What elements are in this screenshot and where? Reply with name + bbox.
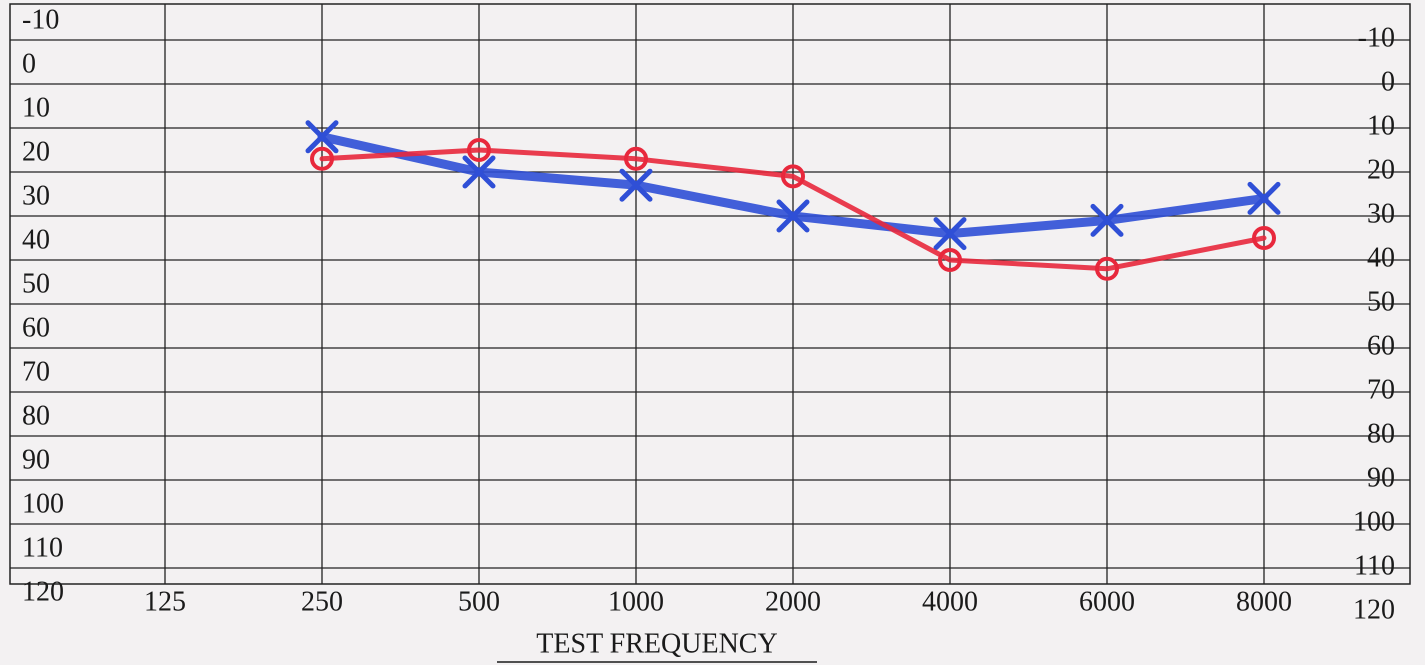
x-tick-label: 2000	[765, 586, 821, 617]
x-tick-label: 500	[458, 586, 500, 617]
o-marker	[624, 146, 648, 171]
x-axis-label: TEST FREQUENCY	[536, 628, 777, 659]
o-marker	[467, 138, 491, 162]
y-tick-label-right: -10	[1358, 22, 1395, 53]
x-marker	[462, 155, 496, 189]
o-marker	[781, 164, 805, 189]
y-tick-label-left: 110	[22, 532, 63, 563]
y-tick-label-left: 20	[22, 136, 50, 167]
y-tick-label-left: 100	[22, 488, 64, 519]
o-marker	[310, 146, 334, 171]
x-marker	[1247, 181, 1281, 215]
x-tick-label: 250	[301, 586, 343, 617]
x-marker	[1090, 203, 1124, 237]
x-tick-label: 6000	[1079, 586, 1135, 617]
y-tick-label-left: 50	[22, 268, 50, 299]
y-tick-label-left: 0	[22, 48, 36, 79]
y-tick-label-right: 20	[1367, 154, 1395, 185]
y-tick-label-right: 90	[1367, 462, 1395, 493]
x-marker	[619, 168, 653, 202]
x-marker	[776, 199, 810, 233]
o-marker	[938, 248, 962, 272]
y-tick-label-left: 60	[22, 312, 50, 343]
plot-frame	[9, 3, 1411, 585]
x-tick-label: 125	[144, 586, 186, 617]
o-marker	[1252, 226, 1276, 250]
y-tick-label-left: 70	[22, 356, 50, 387]
y-tick-label-right: 100	[1353, 506, 1395, 537]
x-marker	[305, 120, 339, 154]
y-tick-label-left: 90	[22, 444, 50, 475]
x-marker	[933, 217, 967, 251]
series-line	[319, 147, 1267, 272]
y-tick-label-right: 0	[1381, 66, 1395, 97]
y-tick-label-right: 30	[1367, 198, 1395, 229]
o-marker	[1095, 256, 1119, 281]
y-tick-label-right: 10	[1367, 110, 1395, 141]
y-tick-label-left: 80	[22, 400, 50, 431]
y-tick-label-right: 120	[1353, 594, 1395, 625]
y-tick-label-right: 70	[1367, 374, 1395, 405]
y-tick-label-right: 80	[1367, 418, 1395, 449]
y-tick-label-right: 50	[1367, 286, 1395, 317]
y-tick-label-left: -10	[22, 4, 59, 35]
y-tick-label-right: 60	[1367, 330, 1395, 361]
y-tick-label-left: 30	[22, 180, 50, 211]
x-tick-label: 1000	[608, 586, 664, 617]
y-tick-label-left: 40	[22, 224, 50, 255]
y-tick-label-left: 10	[22, 92, 50, 123]
y-tick-label-left: 120	[22, 576, 64, 607]
x-tick-label: 4000	[922, 586, 978, 617]
y-tick-label-right: 110	[1354, 550, 1395, 581]
x-tick-label: 8000	[1236, 586, 1292, 617]
y-tick-label-right: 40	[1367, 242, 1395, 273]
